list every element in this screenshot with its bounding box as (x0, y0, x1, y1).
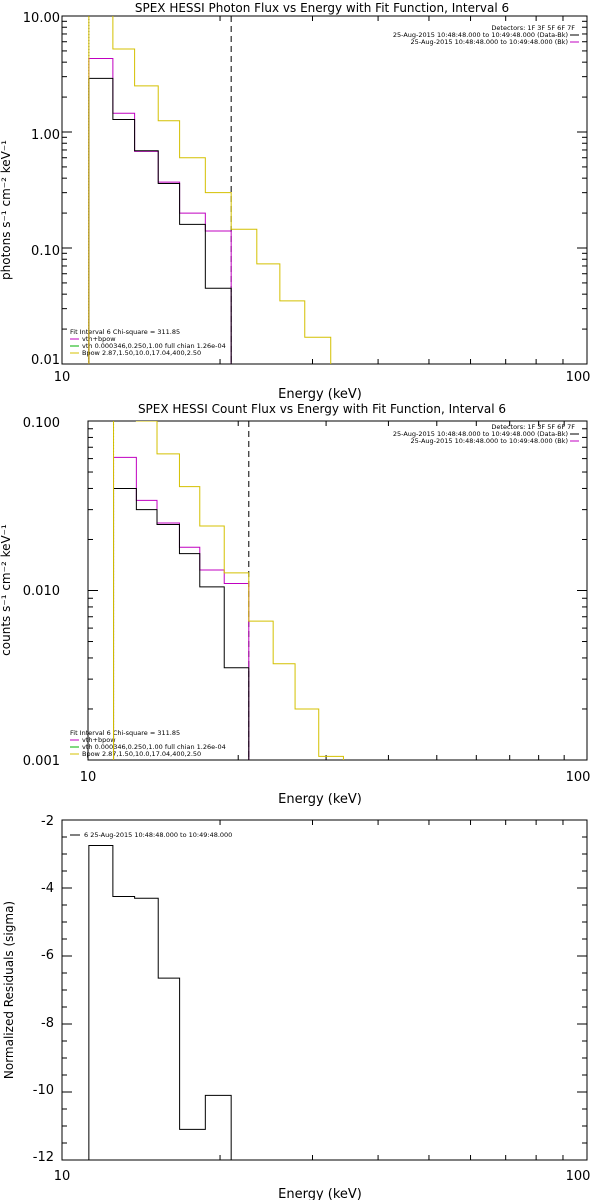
time-range-data-bk: 25-Aug-2015 10:48:48.000 to 10:49:48.000… (393, 31, 568, 39)
plot-area (88, 845, 232, 1160)
plot-frame (87, 420, 588, 761)
legend-entry: Bpow 2.87,1.50,10.0,17.04,400,2.50 (82, 349, 201, 357)
series-0-histogram (88, 845, 232, 1160)
legend-entry: Bpow 2.87,1.50,10.0,17.04,400,2.50 (82, 750, 201, 758)
y-tick-label: 0.001 (23, 754, 60, 769)
y-axis-label: counts s⁻¹ cm⁻² keV⁻¹ (0, 524, 13, 656)
y-tick-label: -2 (41, 814, 54, 829)
detectors-note: Detectors: 1F 3F 5F 6F 7F (491, 24, 575, 32)
chart-title: SPEX HESSI Photon Flux vs Energy with Fi… (135, 1, 509, 15)
time-range-bk: 25-Aug-2015 10:48:48.000 to 10:49:48.000… (411, 38, 568, 46)
y-tick-label: -8 (41, 1016, 54, 1031)
series-0-histogram (88, 58, 232, 364)
y-tick-label: -12 (33, 1150, 54, 1165)
x-tick-label: 10 (80, 770, 97, 785)
y-tick-label: 0.100 (23, 416, 60, 431)
legend-entry: vth 0.000346,0.250,1.00 full chian 1.26e… (82, 342, 226, 350)
plot-area (113, 421, 344, 760)
y-tick-label: -6 (41, 948, 54, 963)
series-2-histogram (113, 421, 344, 760)
legend-entry: vth+bpow (82, 335, 116, 343)
y-tick-label: -4 (41, 881, 54, 896)
series-1-histogram (113, 487, 250, 760)
time-range-bk: 25-Aug-2015 10:48:48.000 to 10:49:48.000… (411, 437, 568, 445)
fit-header: Fit Interval 6 Chi-square = 311.85 (70, 729, 180, 737)
count-flux-panel: SPEX HESSI Count Flux vs Energy with Fit… (0, 402, 591, 807)
y-tick-label: -10 (33, 1083, 54, 1098)
x-tick-label: 100 (566, 370, 591, 385)
x-tick-label: 100 (566, 770, 591, 785)
y-axis-label: photons s⁻¹ cm⁻² keV⁻¹ (0, 140, 13, 280)
plot-frame (61, 819, 588, 1161)
y-axis-label: Normalized Residuals (sigma) (2, 901, 16, 1079)
time-range-data-bk: 25-Aug-2015 10:48:48.000 to 10:49:48.000… (393, 430, 568, 438)
detectors-note: Detectors: 1F 3F 5F 6F 7F (491, 423, 575, 431)
y-tick-label: 0.10 (31, 244, 60, 259)
series-1-histogram (88, 77, 232, 364)
y-tick-label: 0.010 (23, 584, 60, 599)
x-axis-label: Energy (keV) (278, 792, 362, 807)
y-tick-label: 0.01 (31, 353, 60, 368)
x-axis-label: Energy (keV) (278, 387, 362, 402)
y-tick-label: 1.00 (31, 128, 60, 143)
legend-entry: vth 0.000346,0.250,1.00 full chian 1.26e… (82, 743, 226, 751)
x-tick-label: 10 (54, 1169, 71, 1184)
series-0-histogram (113, 456, 250, 760)
chart-title: SPEX HESSI Count Flux vs Energy with Fit… (138, 402, 506, 416)
legend-entry: 6 25-Aug-2015 10:48:48.000 to 10:49:48.0… (84, 831, 232, 839)
x-tick-label: 100 (566, 1169, 591, 1184)
series-2-histogram (88, 16, 332, 364)
x-tick-label: 10 (54, 370, 71, 385)
plot-frame (61, 15, 588, 365)
fit-header: Fit Interval 6 Chi-square = 311.85 (70, 328, 180, 336)
plot-area (88, 16, 332, 364)
legend-entry: vth+bpow (82, 736, 116, 744)
y-tick-label: 10.00 (23, 11, 60, 26)
x-axis-label: Energy (keV) (278, 1187, 362, 1200)
residuals-panel: Normalized Residuals (sigma) Energy (keV… (2, 814, 590, 1200)
photon-flux-panel: SPEX HESSI Photon Flux vs Energy with Fi… (0, 1, 591, 402)
